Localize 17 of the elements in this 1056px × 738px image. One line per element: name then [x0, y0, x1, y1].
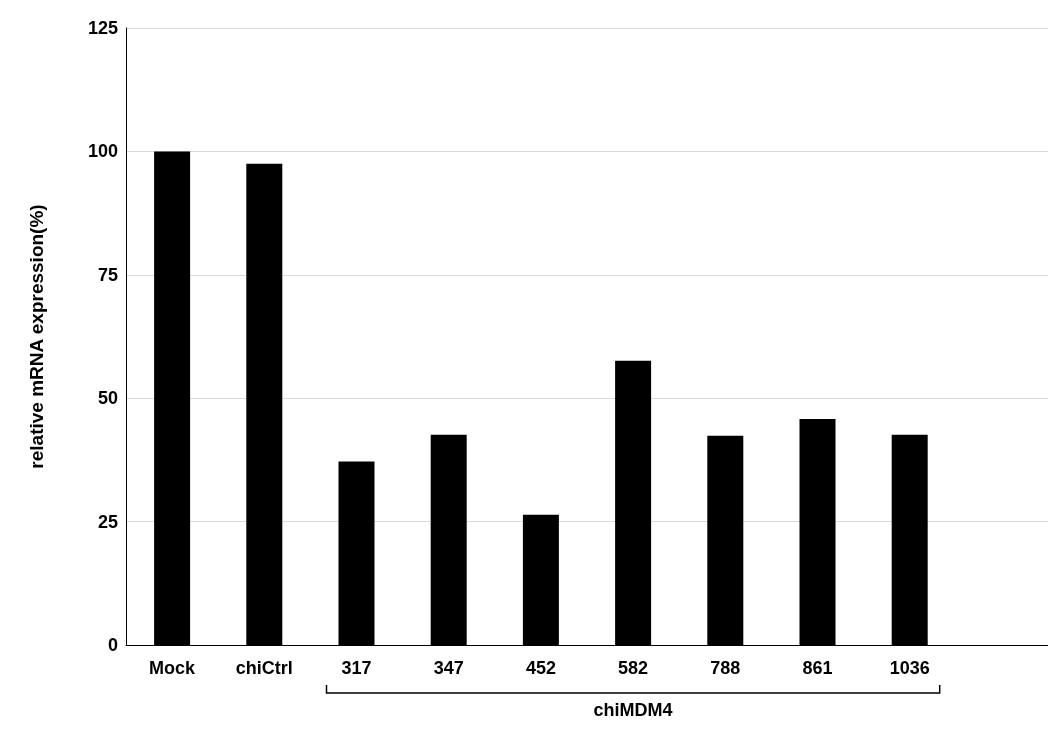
- x-tick-label: 347: [433, 658, 464, 678]
- x-tick-label: chiCtrl: [235, 658, 293, 678]
- y-axis-title: relative mRNA expression(%): [26, 204, 47, 469]
- y-tick-label: 0: [107, 635, 118, 655]
- y-tick-label: 100: [87, 141, 118, 162]
- x-tick-label: 1036: [889, 658, 930, 678]
- text: chiMDM4: [593, 700, 673, 720]
- x-tick-label: 861: [802, 658, 833, 678]
- x-tick-label: 452: [525, 658, 556, 678]
- x-tick-label: 317: [341, 658, 372, 678]
- y-tick-label: 50: [97, 388, 118, 409]
- y-tick-label: 25: [97, 511, 118, 532]
- y-tick-label: 125: [87, 18, 118, 38]
- x-tick-label: Mock: [149, 658, 197, 678]
- x-tick-label: 788: [710, 658, 741, 678]
- x-tick-label: 582: [618, 658, 649, 678]
- y-tick-label: 75: [97, 264, 118, 285]
